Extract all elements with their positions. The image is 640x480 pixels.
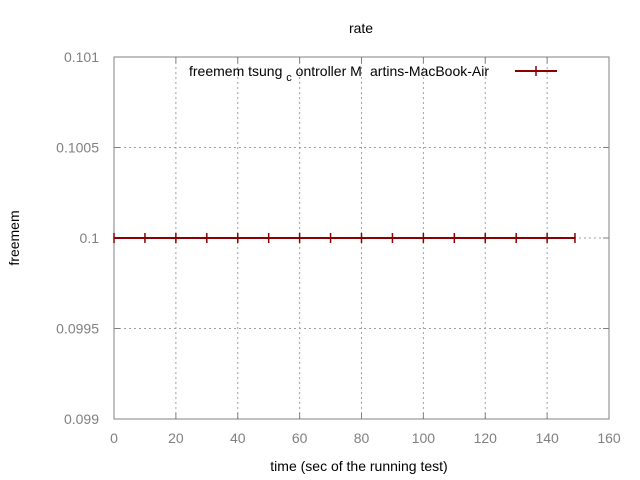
x-tick-label: 20 — [168, 430, 184, 446]
y-axis-label: freemem — [6, 210, 22, 265]
x-tick-labels: 0 20 40 60 80 100 120 140 160 — [110, 430, 621, 446]
legend-label-subscript: c — [286, 72, 292, 84]
legend-label: freemem tsung c ontroller M — [189, 63, 362, 84]
x-tick-label: 160 — [597, 430, 621, 446]
chart-title: rate — [349, 20, 373, 36]
y-tick-labels: 0.099 0.0995 0.1 0.1005 0.101 — [56, 49, 99, 427]
series-0 — [113, 233, 576, 243]
x-tick-label: 40 — [230, 430, 246, 446]
x-tick-label: 80 — [354, 430, 370, 446]
x-tick-label: 0 — [110, 430, 118, 446]
x-tick-label: 140 — [535, 430, 559, 446]
legend-label-overlap: artins-MacBook-Air — [370, 63, 489, 79]
x-tick-label: 120 — [474, 430, 498, 446]
y-tick-label: 0.099 — [64, 411, 99, 427]
legend-label-main: freemem tsung — [189, 63, 282, 79]
y-tick-label: 0.1005 — [56, 140, 99, 156]
legend: freemem tsung c ontroller M artins-MacBo… — [189, 63, 557, 84]
legend-label-rest: ontroller M — [296, 63, 362, 79]
x-tick-label: 100 — [412, 430, 436, 446]
x-tick-label: 60 — [292, 430, 308, 446]
x-axis-label: time (sec of the running test) — [270, 458, 447, 474]
y-tick-label: 0.0995 — [56, 321, 99, 337]
y-tick-label: 0.1 — [80, 230, 100, 246]
y-tick-label: 0.101 — [64, 49, 99, 65]
